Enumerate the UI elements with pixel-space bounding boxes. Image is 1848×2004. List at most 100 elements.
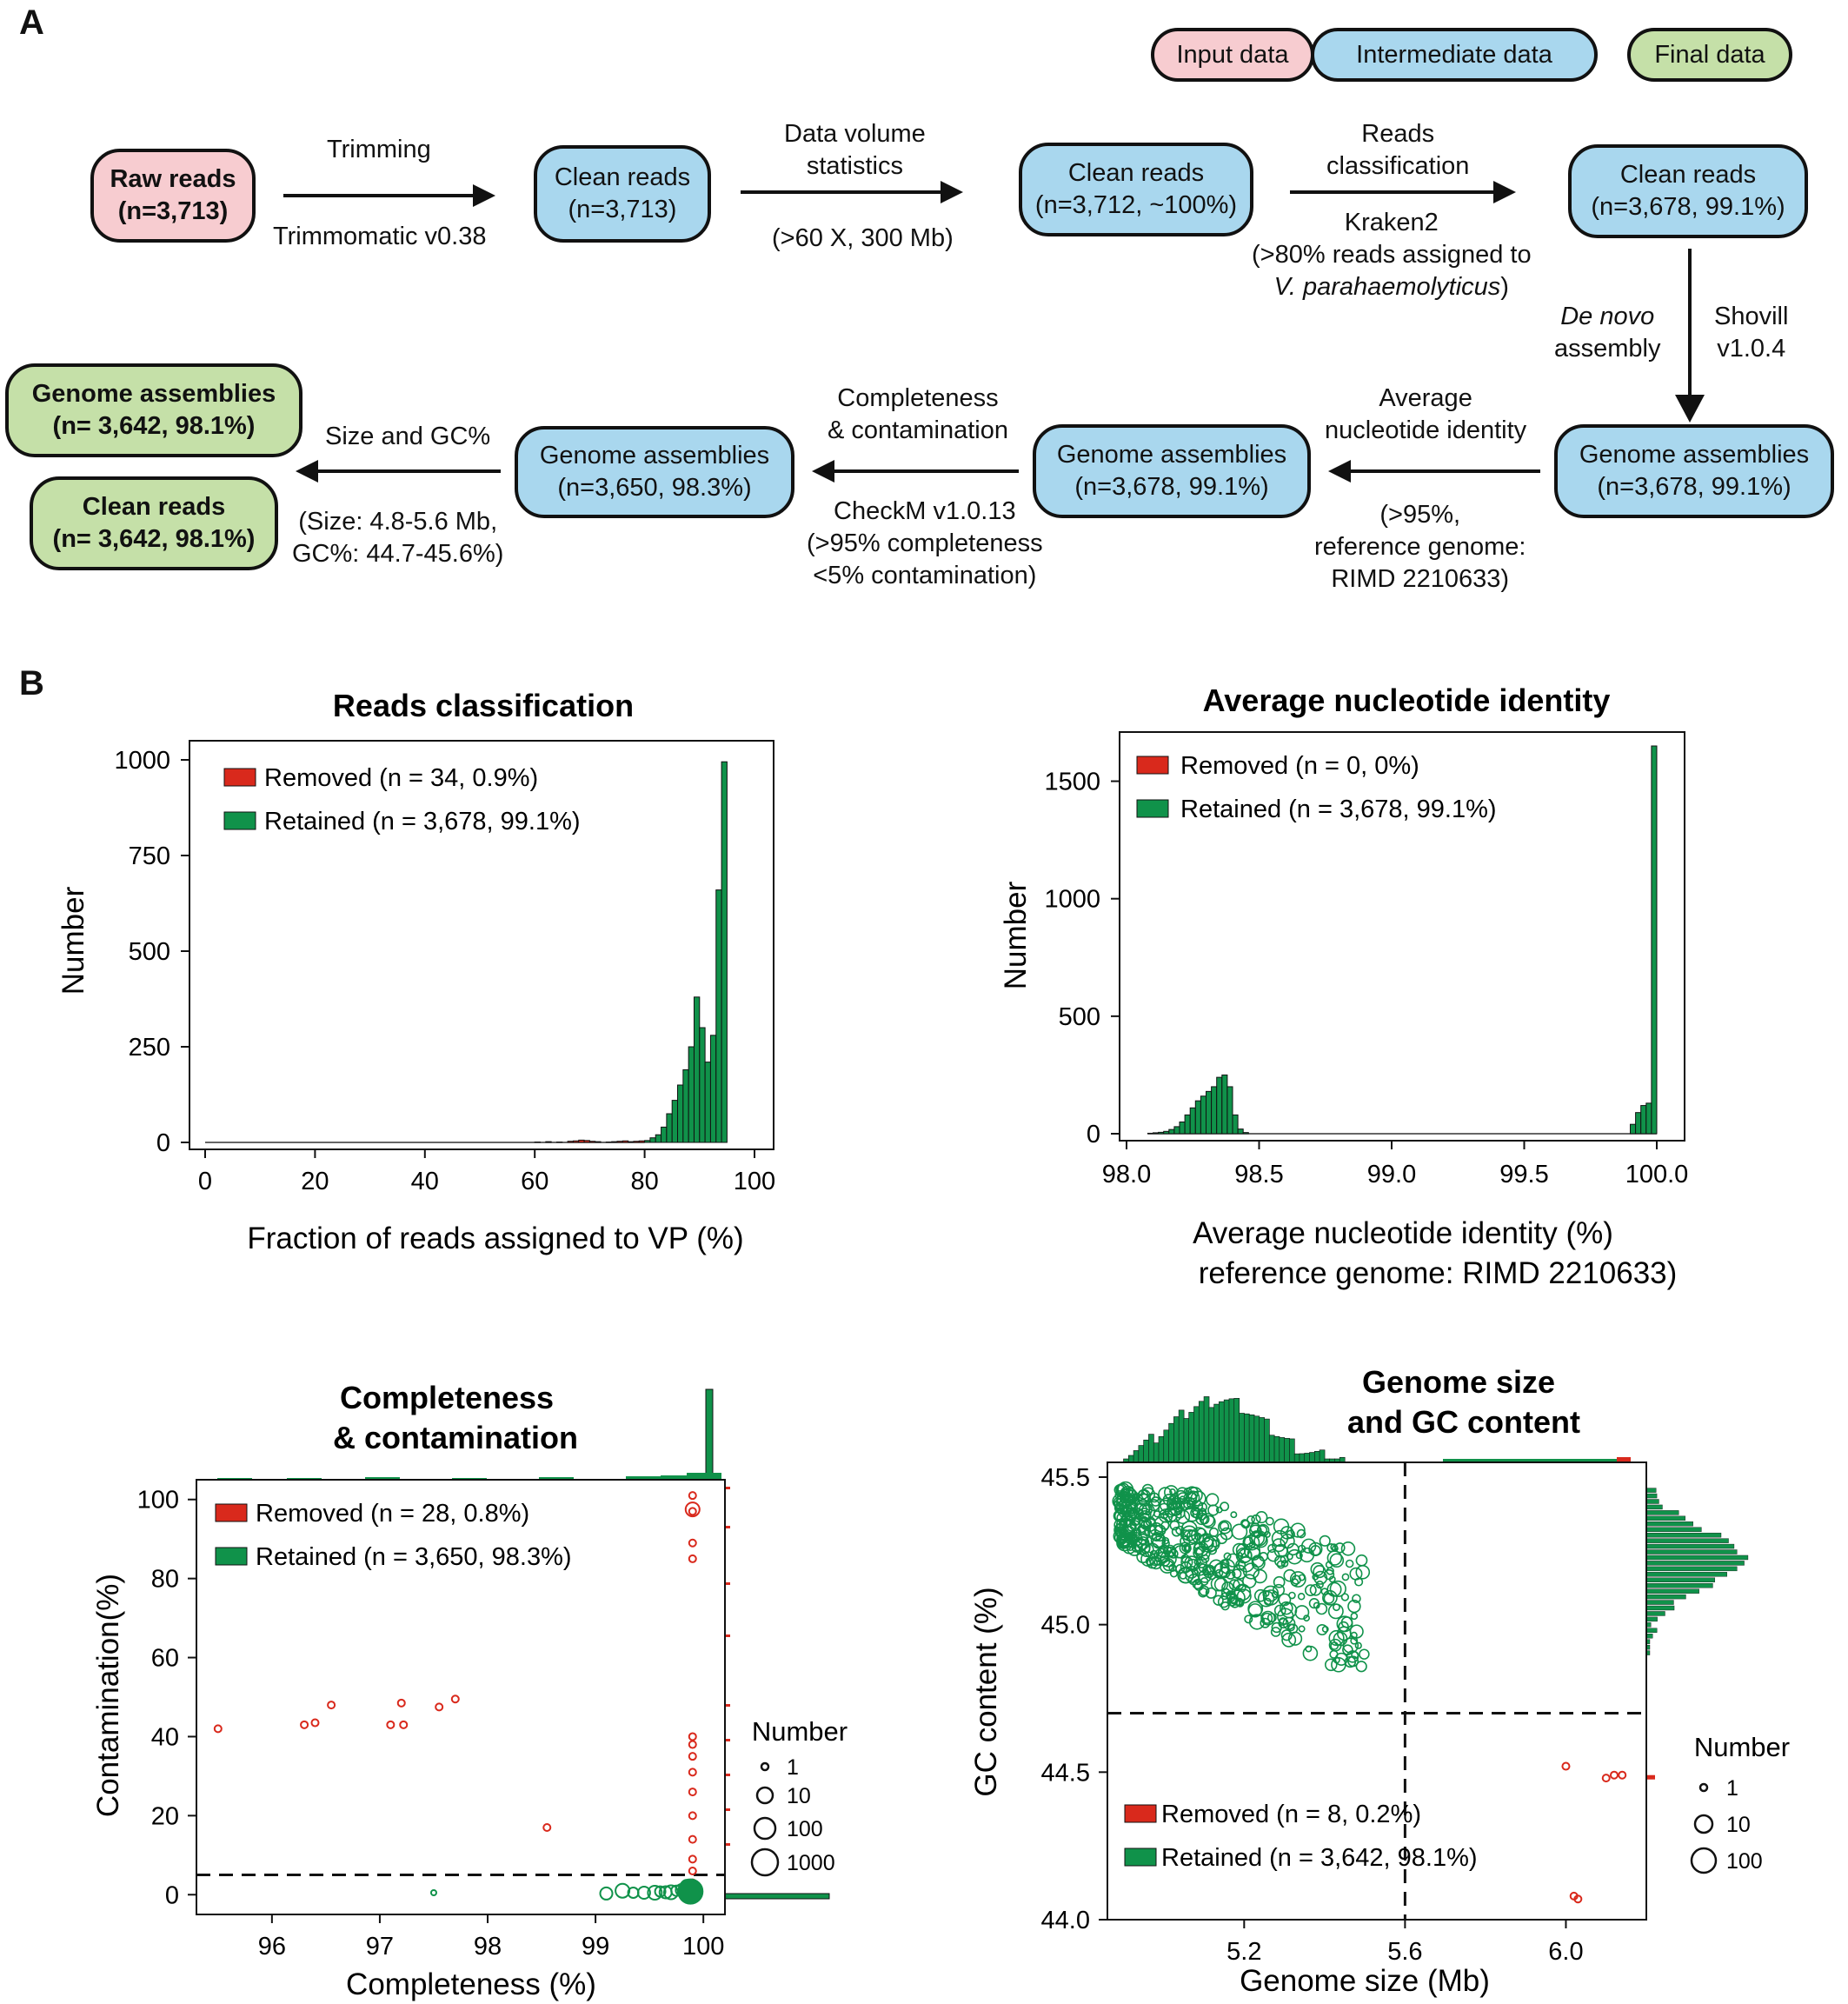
chart3-size-legend-circle — [754, 1818, 775, 1839]
chart4-top-marginal-bar — [1244, 1414, 1249, 1462]
chart2-bar-retained — [1238, 1129, 1243, 1134]
chart2-ytick-label: 1000 — [1044, 886, 1100, 914]
chart4-right-marginal-bar — [1646, 1634, 1652, 1638]
chart4-top-marginal-bar — [1193, 1407, 1199, 1462]
chart4-title-line2: and GC content — [1347, 1404, 1580, 1440]
chart1-bar-retained — [661, 1127, 667, 1142]
chart3-right-marginal-bar — [725, 1894, 829, 1899]
ani-chart: Average nucleotide identity 98.0 98.5 99.0… — [921, 669, 1848, 1295]
chart4-right-marginal-bar — [1646, 1539, 1729, 1543]
clean-reads-1-count: (n=3,713) — [568, 194, 677, 226]
chart3-xtick-label: 96 — [258, 1933, 286, 1961]
raw-reads-count: (n=3,713) — [118, 196, 229, 228]
chart3-legend-retained: Retained (n = 3,650, 98.3%) — [256, 1543, 572, 1571]
chart4-top-marginal-bar — [1204, 1396, 1209, 1462]
genome-size-gc-chart: Genome size and GC content 5.2 5.6 6.044.0… — [921, 1356, 1848, 2004]
panel-a-letter: A — [19, 3, 44, 43]
chart4-right-marginal-bar — [1646, 1595, 1685, 1599]
chart1-xtick-label: 40 — [411, 1168, 439, 1195]
arrow-ani — [1332, 469, 1540, 473]
chart3-ytick-label: 20 — [151, 1802, 179, 1830]
chart2-xtick-label: 99.5 — [1499, 1161, 1548, 1188]
kraken-line2: (>80% reads assigned to — [1252, 239, 1532, 271]
chart4-top-marginal-bar — [1249, 1415, 1254, 1462]
chart3-xtick-label: 100 — [682, 1933, 724, 1961]
clean-reads-2-count: (n=3,712, ~100%) — [1035, 190, 1237, 222]
chart3-size-legend-circle — [761, 1763, 768, 1770]
genome-assemblies-3-count: (n=3,650, 98.3%) — [557, 472, 751, 504]
chart1-bar-removed — [584, 1141, 589, 1142]
clean-reads-3-title: Clean reads — [1620, 159, 1756, 191]
chart2-xlabel: Average nucleotide identity (%) — [1193, 1216, 1613, 1250]
chart1-legend-removed-swatch — [224, 769, 256, 786]
chart3-size-legend-label: 1 — [787, 1755, 799, 1780]
chart1-xtick-label: 60 — [521, 1168, 548, 1195]
volume-label-line1: Data volume — [784, 118, 926, 150]
chart2-bar-retained — [1169, 1129, 1174, 1134]
chart4-right-marginal-bar — [1646, 1601, 1673, 1605]
chart4-top-marginal-bar — [1269, 1435, 1274, 1462]
chart4-top-marginal-bar — [1189, 1412, 1194, 1462]
chart3-xtick-label: 97 — [366, 1933, 394, 1961]
chart4-top-marginal-bar — [1310, 1453, 1315, 1462]
chart1-bar-removed — [573, 1141, 578, 1142]
genome-assemblies-1-title: Genome assemblies — [1579, 439, 1809, 471]
chart3-ytick-label: 80 — [151, 1566, 179, 1594]
chart4-top-marginal-bar — [1164, 1430, 1169, 1462]
chart1-bar-retained — [678, 1085, 683, 1142]
chart2-bar-retained — [1233, 1115, 1238, 1134]
chart4-right-marginal-bar — [1646, 1528, 1701, 1532]
chart4-right-marginal-bar — [1646, 1572, 1727, 1576]
final-assemblies-count: (n= 3,642, 98.1%) — [53, 410, 256, 443]
chart4-right-marginal-bar — [1646, 1617, 1658, 1621]
chart3-legend-removed-swatch — [216, 1504, 247, 1521]
chart2-legend-removed: Removed (n = 0, 0%) — [1180, 752, 1419, 780]
ani-criteria-line3: RIMD 2210633) — [1314, 563, 1526, 596]
checkm-line2: & contamination — [828, 415, 1008, 447]
chart4-top-marginal-bar — [1305, 1453, 1310, 1462]
kraken-line1: Kraken2 — [1252, 207, 1532, 239]
shovill-line2: v1.0.4 — [1714, 333, 1788, 365]
raw-reads-box: Raw reads (n=3,713) — [90, 149, 256, 243]
clean-reads-2-title: Clean reads — [1068, 157, 1204, 190]
chart2-ylabel: Number — [999, 881, 1033, 989]
chart2-bar-retained — [1646, 1103, 1652, 1134]
arrow-classification — [1290, 190, 1512, 194]
legend-final-data: Final data — [1627, 28, 1792, 82]
genome-assemblies-box-2: Genome assemblies (n=3,678, 99.1%) — [1033, 424, 1311, 518]
chart2-bar-retained — [1190, 1108, 1195, 1134]
chart4-top-marginal-bar — [1224, 1400, 1229, 1462]
chart2-xlabel2: reference genome: RIMD 2210633) — [1199, 1256, 1678, 1290]
chart4-top-marginal-bar — [1139, 1446, 1144, 1462]
chart4-xtick-label: 6.0 — [1548, 1938, 1583, 1966]
chart3-size-legend-circle — [752, 1849, 778, 1875]
chart4-right-marginal-bar — [1646, 1628, 1657, 1633]
chart3-title-line2: & contamination — [333, 1420, 578, 1455]
chart1-title: Reads classification — [333, 688, 634, 723]
chart2-bar-retained — [1636, 1113, 1641, 1134]
chart3-size-legend-label: 1000 — [787, 1851, 835, 1875]
arrow-checkm — [815, 469, 1019, 473]
chart4-right-marginal-bar — [1646, 1533, 1721, 1537]
clean-reads-3-count: (n=3,678, 99.1%) — [1591, 191, 1785, 223]
genome-assemblies-3-title: Genome assemblies — [540, 440, 769, 472]
chart2-bar-retained — [1631, 1124, 1636, 1134]
chart3-point-retained — [678, 1880, 702, 1904]
chart1-bar-retained — [721, 762, 727, 1142]
chart2-bar-retained — [1227, 1087, 1233, 1134]
chart4-top-marginal-bar — [1240, 1413, 1245, 1462]
chart2-bar-retained — [1153, 1133, 1159, 1134]
chart1-bar-retained — [645, 1141, 650, 1142]
chart4-right-marginal-bar — [1646, 1494, 1657, 1498]
volume-label: Data volume statistics — [784, 118, 926, 183]
chart4-right-marginal-bar — [1646, 1510, 1678, 1515]
size-gc-label: Size and GC% — [325, 421, 490, 453]
chart4-legend-removed-swatch — [1125, 1805, 1156, 1822]
chart1-legend-removed: Removed (n = 34, 0.9%) — [264, 764, 538, 792]
chart3-xtick-label: 98 — [474, 1933, 502, 1961]
final-clean-reads-box: Clean reads (n= 3,642, 98.1%) — [30, 476, 278, 570]
chart4-top-marginal-bar — [1209, 1408, 1214, 1462]
chart4-right-marginal-bar — [1646, 1561, 1745, 1565]
chart4-right-marginal-bar — [1646, 1516, 1685, 1521]
genome-assemblies-2-title: Genome assemblies — [1057, 439, 1286, 471]
